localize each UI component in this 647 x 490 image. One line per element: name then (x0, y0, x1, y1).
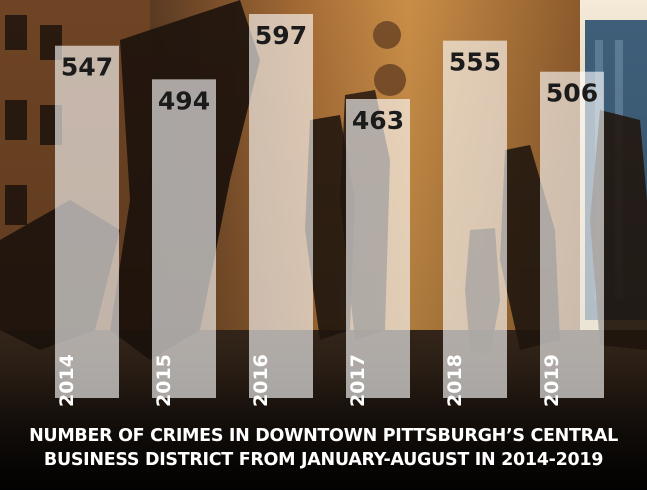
bar-2018 (443, 40, 507, 399)
x-tick-label: 2017 (347, 354, 369, 407)
x-tick-label: 2014 (56, 354, 78, 407)
caption-line-2: BUSINESS DISTRICT FROM JANUARY-AUGUST IN… (43, 450, 604, 470)
chart-caption: NUMBER OF CRIMES IN DOWNTOWN PITTSBURGH’… (0, 424, 647, 472)
bar-2017 (346, 99, 410, 398)
bar-value-label: 463 (352, 106, 404, 135)
bar-2019 (540, 71, 604, 398)
bar-value-label: 597 (255, 21, 307, 50)
bar-value-label: 547 (61, 53, 113, 82)
x-tick-label: 2015 (153, 354, 175, 407)
x-tick-label: 2018 (444, 354, 466, 407)
x-tick-label: 2019 (541, 354, 563, 407)
caption-line-1: NUMBER OF CRIMES IN DOWNTOWN PITTSBURGH’… (29, 426, 618, 446)
bar-value-label: 506 (546, 79, 598, 108)
bar-2015 (152, 79, 216, 399)
bar-2014 (55, 45, 119, 398)
bar-value-label: 494 (158, 86, 210, 115)
bars-layer: 547 2014 494 2015 597 2016 463 2017 555 2018 506 20… (55, 14, 604, 407)
x-tick-label: 2016 (250, 354, 272, 407)
bar-value-label: 555 (449, 48, 501, 77)
bar-2016 (249, 14, 313, 398)
